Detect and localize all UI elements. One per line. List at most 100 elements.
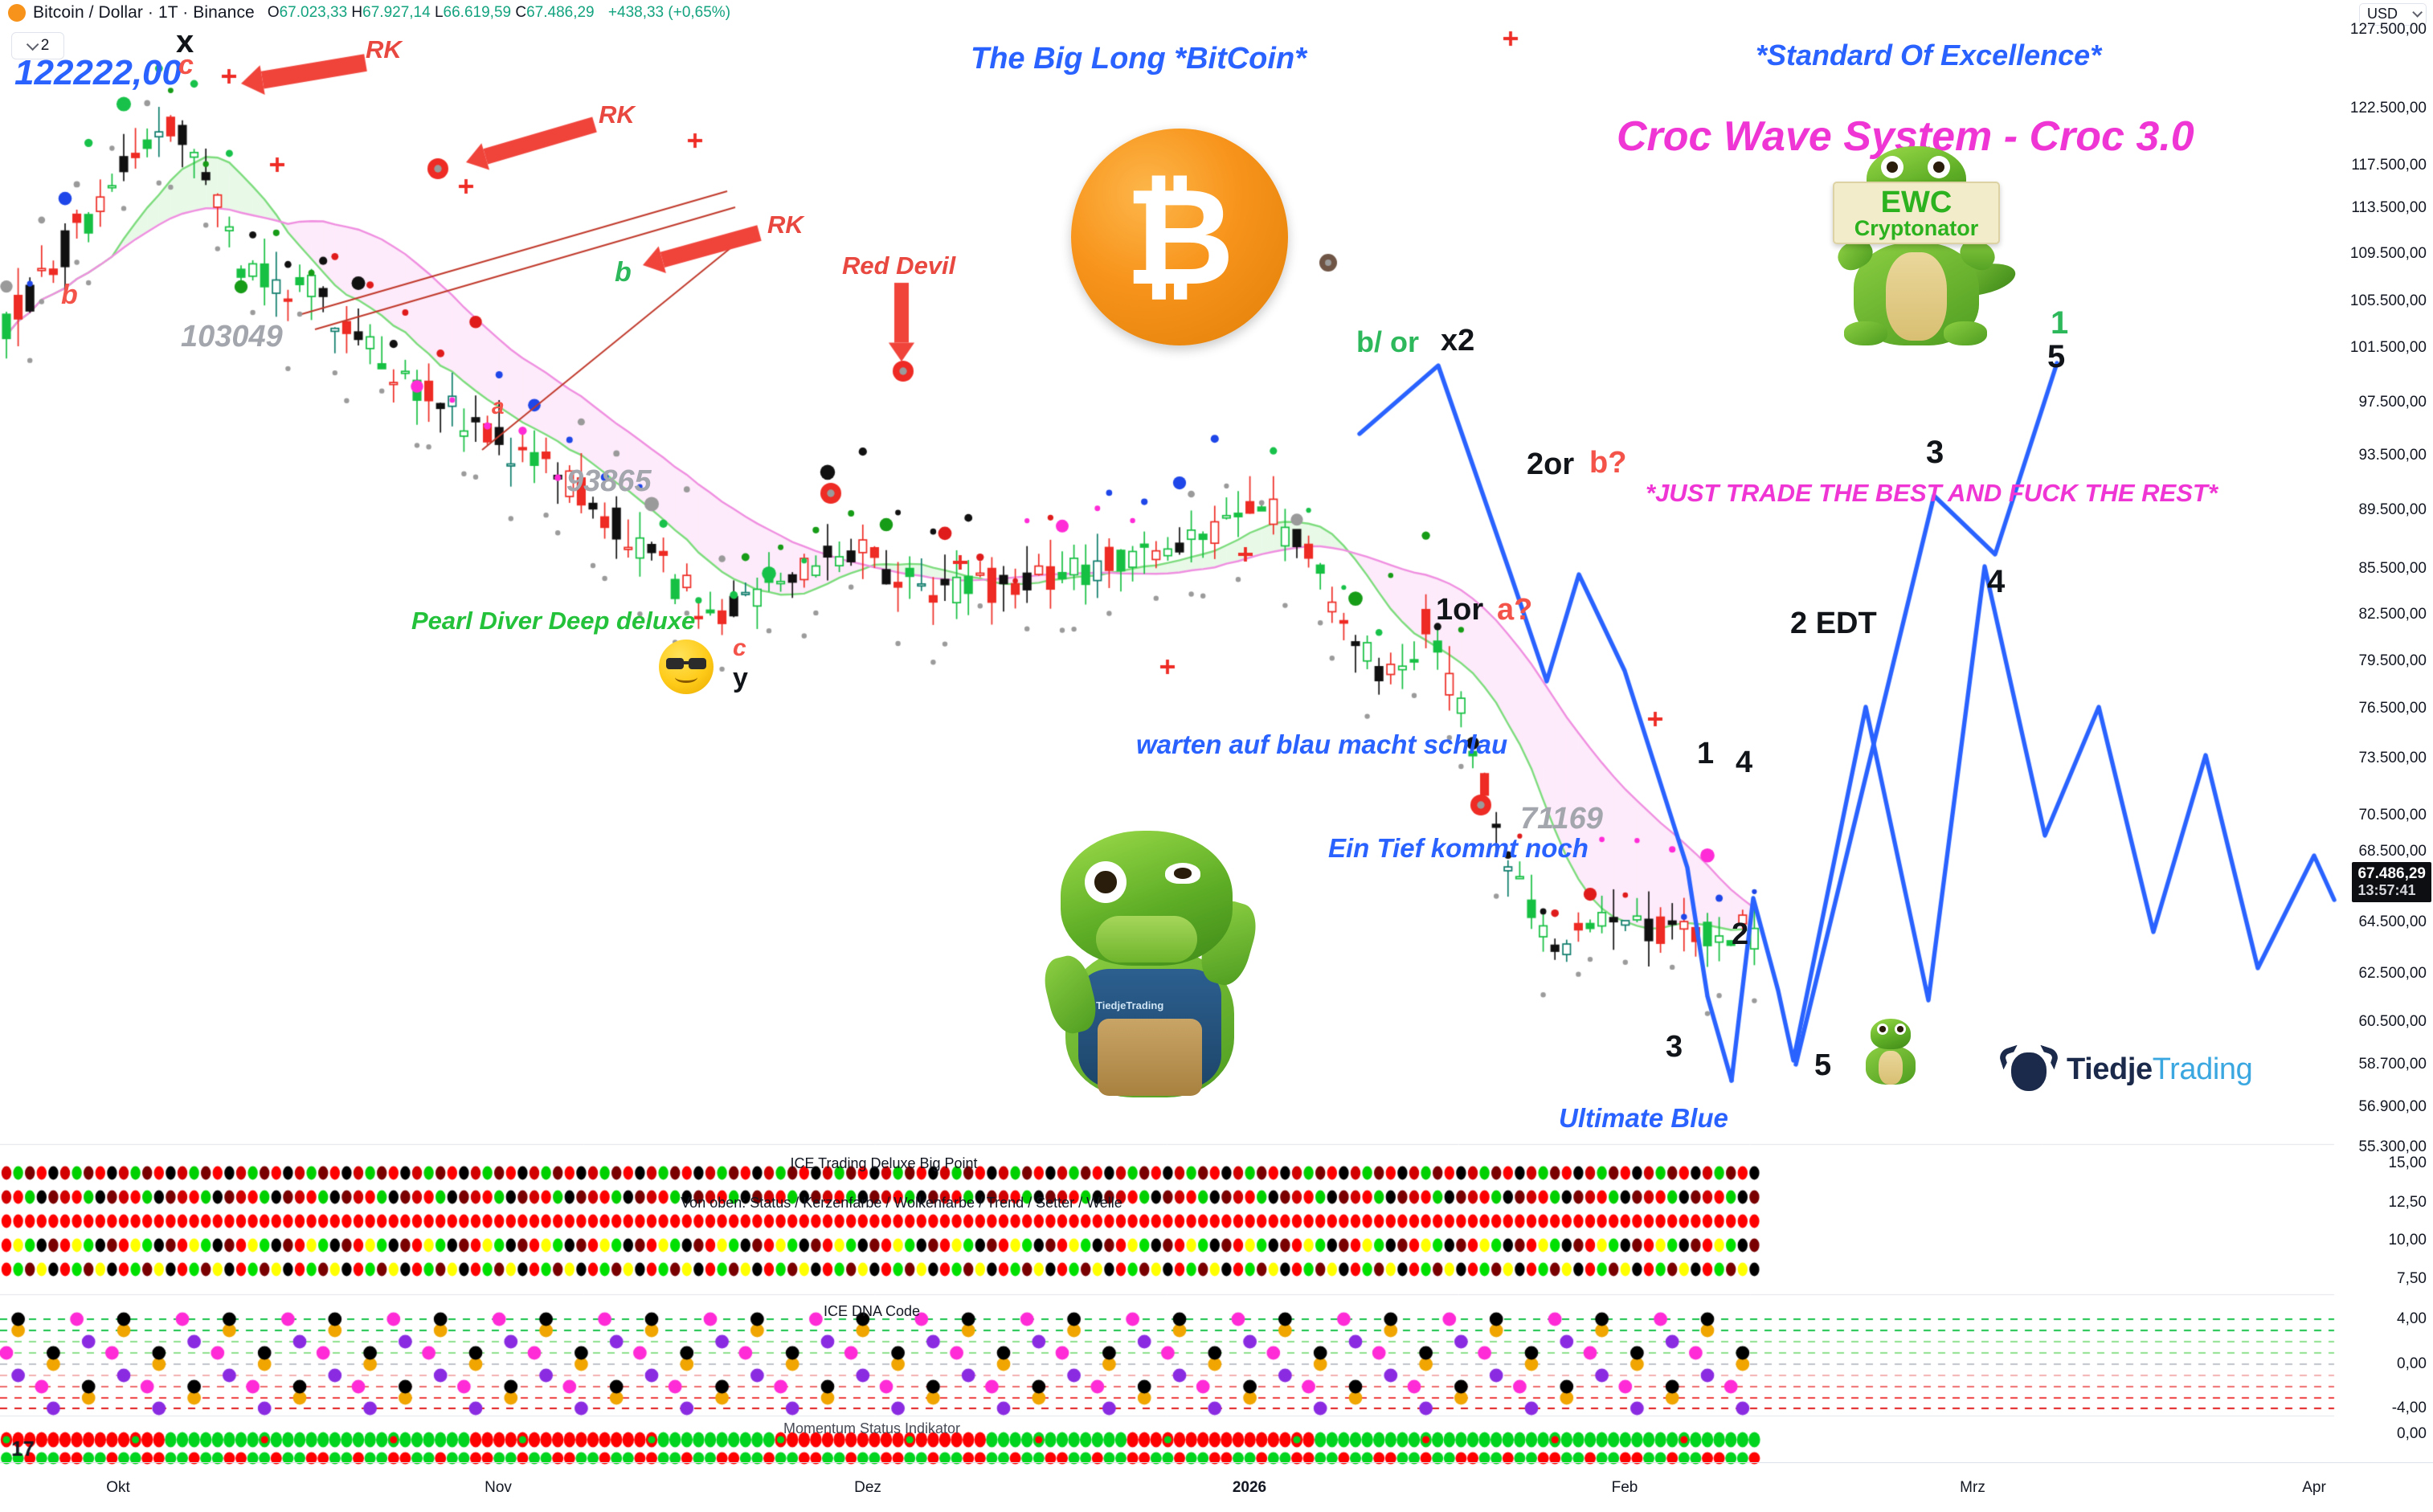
price-tick: 85.500,00 (2358, 560, 2427, 577)
croc-snout (1096, 916, 1197, 962)
price-tick: 117.500,00 (2351, 157, 2427, 174)
brand-name-2: Trading (2152, 1052, 2253, 1086)
sunglasses-lens-right (689, 658, 706, 669)
pane-title-momentum-status: Momentum Status Indikator (783, 1420, 961, 1436)
croc-foot-right (1944, 321, 1987, 345)
currency-label: USD (2366, 6, 2398, 22)
annotation-title-big-long: The Big Long *BitCoin* (971, 42, 1306, 76)
croc-shirt-brand-label: TiedjeTrading (1096, 999, 1164, 1011)
brand-name-1: Tiedje (2067, 1052, 2153, 1086)
pane-title-von-oben: Von oben: Status / Kerzenfarbe / Wolkenf… (681, 1195, 1122, 1211)
collapse-count: 2 (40, 37, 50, 54)
sunglasses-lens-left (666, 658, 684, 669)
price-scale[interactable]: USD 127.500,00 122.500,00 117.500,00 113.50… (2338, 0, 2433, 1462)
time-tick: Mrz (1960, 1479, 1985, 1496)
croc-eye-left (1881, 156, 1903, 178)
annotation-ein-tief-kommt-noch: Ein Tief kommt noch (1328, 833, 1589, 863)
price-tick: 62.500,00 (2358, 965, 2427, 982)
croc-belly (1879, 1051, 1903, 1085)
price-tick: 97.500,00 (2358, 394, 2427, 411)
ewc-sign: EWC Cryptonator (1833, 182, 2000, 244)
pane-title-ice-trading-deluxe: ICE Trading Deluxe Big Point (790, 1155, 978, 1171)
low-value: 66.619,59 (443, 4, 512, 21)
annotation-warten-auf-blau: warten auf blau macht schlau (1136, 729, 1508, 759)
currency-selector[interactable]: USD (2358, 3, 2427, 26)
pane-title-ice-dna-code: ICE DNA Code (823, 1303, 921, 1319)
time-tick: Feb (1611, 1479, 1638, 1496)
time-tick: Apr (2302, 1479, 2326, 1496)
price-tick: 101.500,00 (2349, 339, 2427, 356)
wave-label-a-question: a? (1497, 593, 1533, 627)
indicator-tick: -4,00 (2391, 1400, 2427, 1416)
croc-foot-left (1844, 321, 1887, 345)
small-croc-image (1858, 1019, 1922, 1088)
wave-label-b-question: b? (1589, 446, 1627, 480)
ewc-cryptonator-croc-image: EWC Cryptonator (1826, 146, 2018, 362)
croc-head (1871, 1019, 1911, 1049)
price-tick: 73.500,00 (2358, 750, 2427, 766)
time-tick: 2026 (1232, 1479, 1267, 1496)
annotation-level-103049: 103049 (181, 320, 283, 353)
bitcoin-icon (8, 4, 26, 22)
annotation-price-level-122222: 122222,00 (14, 53, 182, 92)
sunglasses-smiley-icon (659, 640, 714, 694)
annotation-slogan: *JUST TRADE THE BEST AND FUCK THE REST* (1646, 479, 2218, 507)
wave-label-c-top: c (178, 50, 194, 80)
price-tick: 58.700,00 (2358, 1056, 2427, 1073)
croc-bag (1098, 1019, 1202, 1096)
bull-face (2011, 1052, 2047, 1091)
tiedje-croc-mascot-image: TiedjeTrading (1019, 828, 1284, 1101)
wave-label-3: 3 (1666, 1030, 1683, 1064)
wave-label-4: 4 (1736, 746, 1753, 779)
price-tick: 64.500,00 (2358, 913, 2427, 930)
close-value: 67.486,29 (526, 4, 595, 21)
bitcoin-coin-graphic (1071, 129, 1288, 345)
wave-label-1or: 1or (1436, 593, 1484, 627)
wave-label-b-left: b (61, 280, 78, 310)
ewc-sign-line1: EWC (1880, 185, 1953, 219)
current-price-tag: 67.486,29 13:57:41 (2352, 862, 2431, 903)
wave-label-2or: 2or (1527, 447, 1575, 481)
price-tick: 89.500,00 (2358, 501, 2427, 518)
chart-header: Bitcoin / Dollar · 1T · Binance O67.023,… (0, 0, 2433, 26)
croc-eye-right (1165, 863, 1200, 884)
indicator-tick: 0,00 (2397, 1355, 2427, 1372)
close-key: C (515, 4, 527, 21)
wave-label-b-or: b/ or (1356, 325, 1419, 358)
indicator-tick: 10,00 (2388, 1232, 2427, 1248)
wave-label-5-left: 5 (1814, 1048, 1832, 1082)
ohlc-legend: O67.023,33 H67.927,14 L66.619,59 C67.486… (268, 4, 730, 22)
croc-belly (1886, 252, 1947, 341)
wave-label-2: 2 (1732, 917, 1749, 951)
indicator-tick: 0,00 (2397, 1425, 2427, 1442)
wave-label-y: y (733, 663, 748, 693)
price-tick: 113.500,00 (2351, 199, 2427, 216)
chevron-down-icon (26, 38, 39, 51)
wave-label-3-right: 3 (1926, 435, 1944, 470)
price-tick: 60.500,00 (2358, 1013, 2427, 1030)
smiley-mouth (675, 672, 697, 683)
wave-label-c-mid: c (733, 635, 746, 661)
time-tick: Nov (485, 1479, 512, 1496)
annotation-title-standard-of-excellence: *Standard Of Excellence* (1756, 39, 2102, 72)
annotation-ultimate-blue: Ultimate Blue (1559, 1103, 1728, 1133)
high-key: H (351, 4, 363, 21)
open-key: O (267, 4, 280, 21)
sunglasses-bridge (682, 661, 690, 664)
wave-label-x2: x2 (1441, 324, 1475, 358)
croc-eye-left (1877, 1024, 1888, 1035)
croc-eye-right (1895, 1024, 1906, 1035)
annotation-rk-3: RK (767, 210, 804, 239)
wave-label-x: x (176, 24, 194, 59)
open-value: 67.023,33 (279, 4, 348, 21)
croc-eye-left (1085, 861, 1127, 903)
indicator-tick: 15,00 (2388, 1154, 2427, 1171)
price-tick: 56.900,00 (2358, 1098, 2427, 1115)
wave-label-a-small: a (492, 394, 505, 419)
price-tick: 68.500,00 (2358, 843, 2427, 860)
symbol-title[interactable]: Bitcoin / Dollar · 1T · Binance (33, 3, 255, 22)
annotation-rk-1: RK (366, 35, 402, 63)
legend-collapse-button[interactable]: 2 (11, 32, 64, 59)
low-key: L (434, 4, 444, 21)
time-scale[interactable]: Okt Nov Dez 2026 Feb Mrz Apr (0, 1462, 2433, 1512)
